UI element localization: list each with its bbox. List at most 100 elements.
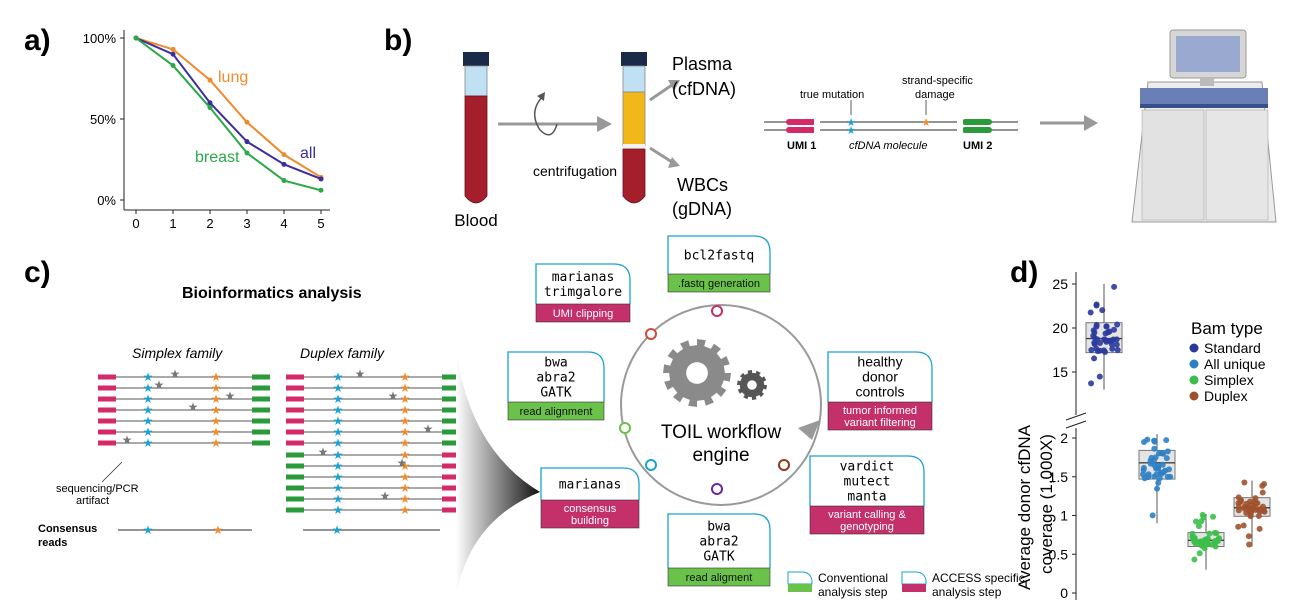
data-point — [1103, 323, 1110, 330]
data-point — [1154, 485, 1161, 492]
step-label: variant calling & — [828, 509, 906, 521]
umi2-label: UMI 2 — [963, 140, 992, 152]
mutation-star-icon: ★ — [333, 503, 344, 517]
data-point — [1103, 338, 1110, 345]
mutation-star-icon: ★ — [400, 381, 411, 395]
data-point — [1210, 513, 1217, 520]
legend-entry: Standard — [1204, 340, 1261, 356]
data-point — [1091, 355, 1098, 362]
step-tool-name: abra2 — [536, 371, 575, 386]
duplex-family-label: Duplex family — [300, 345, 385, 361]
d-y-tick-upper: 25 — [1052, 276, 1068, 292]
panel-c-label: c) — [24, 256, 51, 289]
umi-bar — [286, 385, 304, 391]
small-gear-icon — [737, 370, 767, 400]
panel-c-bioinformatics: Bioinformatics analysis Simplex family D… — [38, 235, 1025, 599]
mutation-star-icon: ★ — [211, 436, 222, 450]
umi-bar — [252, 440, 270, 446]
data-point — [1147, 460, 1154, 467]
umi-bar — [286, 507, 304, 513]
artifact-star-icon: ★ — [170, 367, 181, 381]
umi-bar — [442, 452, 460, 458]
a-x-tick-label: 3 — [243, 216, 250, 231]
step-tool-name: bwa — [544, 356, 567, 371]
box-standard — [1085, 283, 1123, 390]
step-tool-name: bcl2fastq — [684, 249, 754, 264]
d-y-tick-lower: 0 — [1060, 585, 1068, 601]
workflow-step-card: bcl2fastq .fastq generation — [667, 235, 771, 293]
d-ylabel-2: coverage (1,000X) — [1037, 434, 1056, 574]
data-point — [1111, 283, 1118, 290]
mutation-star-icon: ★ — [211, 425, 222, 439]
a-x-tick-label: 4 — [280, 216, 287, 231]
data-point — [1249, 507, 1256, 514]
mutation-star-icon: ★ — [400, 459, 411, 473]
mutation-star-icon: ★ — [333, 425, 344, 439]
data-point — [1167, 473, 1174, 480]
series-line-lung — [135, 37, 322, 179]
umi-bar — [442, 474, 460, 480]
data-point — [1087, 309, 1094, 316]
panel-b-workflow: Blood centrifugation Plasma (cfDNA) WBCs… — [454, 29, 1277, 230]
data-point — [1114, 346, 1121, 353]
cfdna-molecule: ★ ★ ★ — [764, 100, 1018, 137]
data-point — [1255, 513, 1262, 520]
legend-conventional-2: analysis step — [818, 585, 888, 599]
a-x-tick-label: 5 — [317, 216, 324, 231]
panel-b-label: b) — [384, 24, 412, 57]
box-duplex — [1233, 479, 1271, 548]
mutation-star-icon: ★ — [400, 425, 411, 439]
data-point — [1246, 541, 1253, 548]
data-point — [1193, 518, 1200, 525]
point-breast — [207, 105, 213, 111]
data-point — [1140, 439, 1147, 446]
mutation-star-icon: ★ — [400, 481, 411, 495]
point-breast — [133, 35, 139, 41]
data-point — [1235, 500, 1242, 507]
centrifugation-label: centrifugation — [533, 163, 617, 179]
umi-bar — [252, 418, 270, 424]
umi-bar — [442, 507, 460, 513]
damage-star-icon: ★ — [921, 117, 931, 129]
umi-bar — [442, 463, 460, 469]
data-point — [1240, 522, 1247, 529]
d-y-tick-upper: 20 — [1052, 320, 1068, 336]
mutation-star-icon: ★ — [333, 392, 344, 406]
data-point — [1111, 326, 1118, 333]
umi-bar — [98, 440, 116, 446]
plasma-label: Plasma — [672, 54, 733, 74]
data-point — [1140, 464, 1147, 471]
data-point — [1106, 328, 1113, 335]
data-point — [1093, 323, 1100, 330]
box-simplex — [1187, 511, 1225, 570]
point-lung — [170, 46, 176, 52]
step-tool-name: bwa — [707, 520, 730, 535]
data-point — [1252, 495, 1259, 502]
umi-bar — [442, 440, 460, 446]
a-x-tick-label: 1 — [169, 216, 176, 231]
umi-bar — [442, 385, 460, 391]
data-point — [1211, 539, 1218, 546]
series-label-all: all — [300, 145, 316, 162]
umi-bar — [98, 374, 116, 380]
rotation-icon — [534, 95, 558, 136]
data-point — [1109, 345, 1116, 352]
step-label: consensus — [564, 503, 617, 515]
umi-bar — [286, 463, 304, 469]
d-y-tick-lower: 1 — [1060, 508, 1068, 524]
mutation-star-icon: ★ — [333, 459, 344, 473]
funnel-graphic — [456, 350, 540, 596]
umi-bar — [286, 474, 304, 480]
data-point — [1254, 500, 1261, 507]
umi-bar — [286, 374, 304, 380]
umi-bar — [286, 396, 304, 402]
legend-conventional-1: Conventional — [818, 571, 888, 585]
consensus-star-icon: ★ — [143, 523, 154, 537]
sequencer-machine-icon — [1131, 29, 1277, 223]
mutation-star-icon: ★ — [143, 436, 154, 450]
